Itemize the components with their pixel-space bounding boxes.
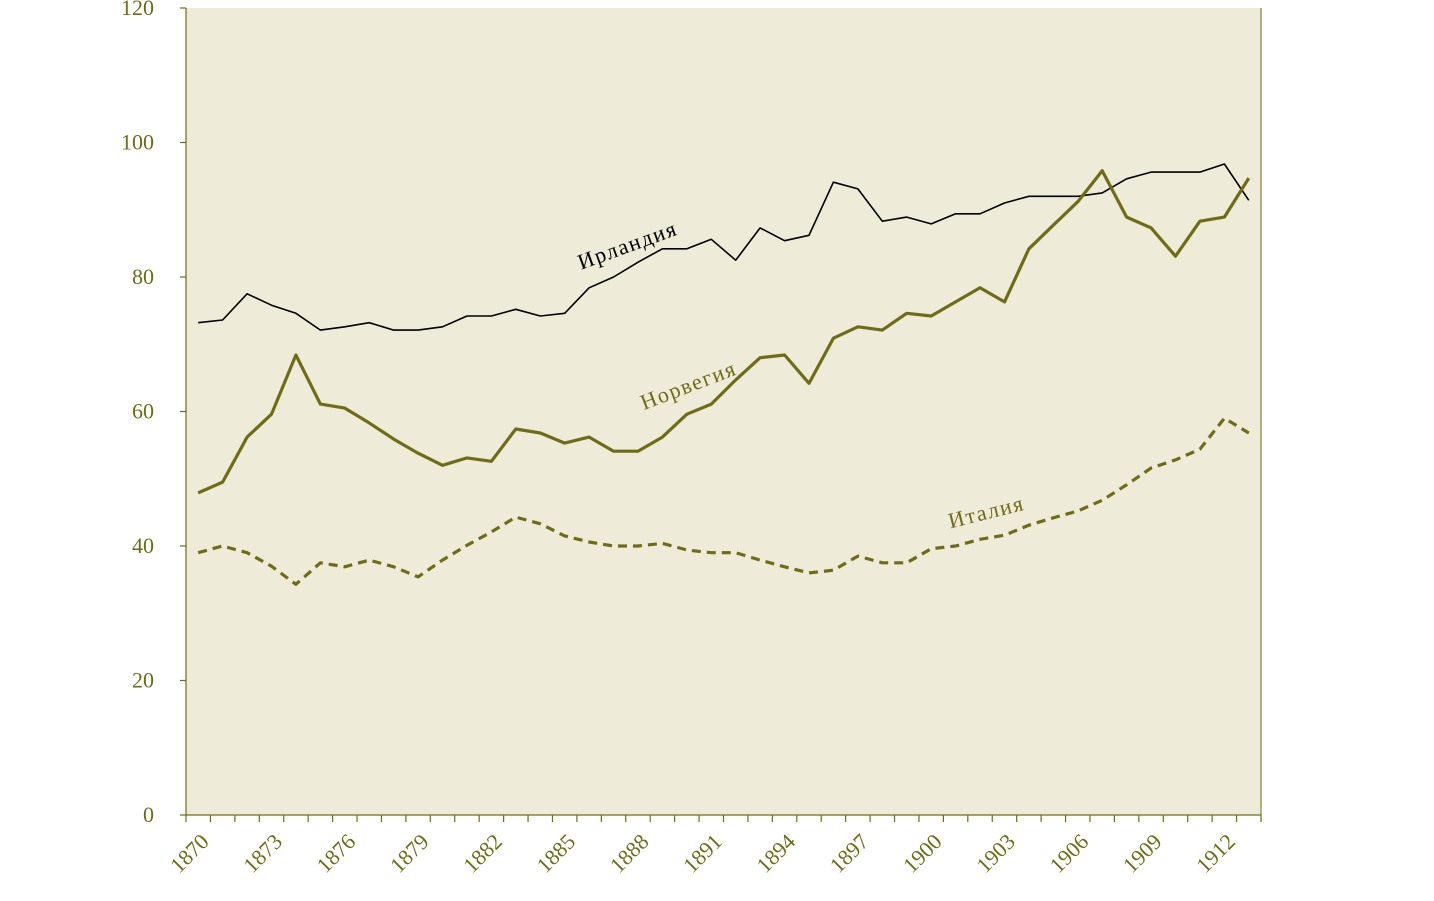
y-tick-label: 120: [121, 0, 154, 20]
x-tick-label: 1903: [971, 829, 1020, 878]
x-tick-label: 1888: [605, 829, 654, 878]
x-tick-label: 1876: [312, 829, 361, 878]
y-tick-label: 20: [132, 668, 154, 693]
y-tick-label: 60: [132, 399, 154, 424]
x-tick-label: 1912: [1191, 829, 1240, 878]
series-line: [197, 169, 1251, 495]
y-tick-label: 80: [132, 264, 154, 289]
y-tick-label: 0: [143, 802, 154, 827]
x-tick-label: 1906: [1045, 829, 1094, 878]
x-tick-label: 1897: [825, 829, 874, 878]
y-tick-label: 100: [121, 130, 154, 155]
x-tick-label: 1879: [385, 829, 434, 878]
x-tick-label: 1873: [238, 829, 287, 878]
x-tick-label: 1900: [898, 829, 947, 878]
y-tick-label: 40: [132, 533, 154, 558]
x-tick-label: 1909: [1118, 829, 1167, 878]
series-line: [197, 416, 1250, 586]
x-tick-label: 1894: [751, 829, 800, 878]
x-tick-label: 1870: [165, 829, 214, 878]
x-tick-label: 1891: [678, 829, 727, 878]
series-line: [198, 163, 1250, 331]
x-tick-label: 1885: [531, 829, 580, 878]
plot-area: [186, 8, 1261, 815]
x-tick-label: 1882: [458, 829, 507, 878]
